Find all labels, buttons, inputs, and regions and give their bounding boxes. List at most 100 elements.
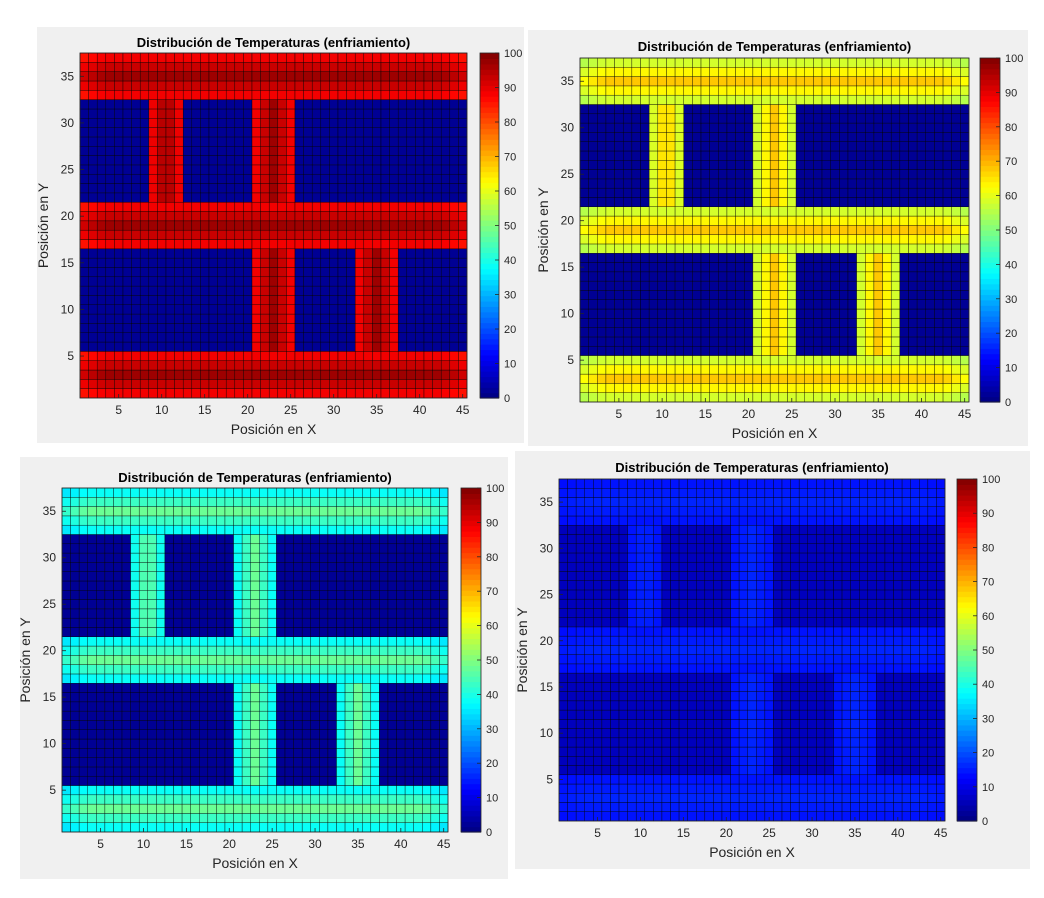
heatmap-cell: [284, 571, 294, 582]
heatmap-cell: [87, 683, 97, 693]
heatmap-cell: [908, 262, 918, 273]
heatmap-cell: [224, 580, 234, 591]
heatmap-cell: [397, 239, 408, 250]
heatmap-cell: [130, 664, 140, 675]
heatmap-cell: [744, 197, 754, 207]
heatmap-cell: [942, 327, 952, 338]
heatmap-cell: [795, 57, 805, 68]
heatmap-cell: [942, 160, 952, 170]
heatmap-cell: [397, 71, 408, 82]
heatmap-cell: [147, 590, 157, 600]
heatmap-cell: [303, 127, 313, 138]
heatmap-cell: [778, 85, 788, 96]
heatmap-cell: [301, 543, 311, 554]
heatmap-cell: [233, 543, 243, 554]
heatmap-cell: [423, 257, 433, 268]
heatmap-cell: [320, 379, 330, 389]
heatmap-cell: [165, 118, 175, 128]
heatmap-cell: [79, 295, 89, 305]
heatmap-cell: [286, 164, 296, 175]
heatmap-cell: [683, 280, 693, 291]
heatmap-cell: [353, 645, 363, 656]
heatmap-cell: [70, 692, 80, 703]
heatmap-cell: [78, 785, 88, 796]
heatmap-cell: [260, 80, 270, 91]
heatmap-cell: [157, 80, 167, 91]
heatmap-cell: [674, 169, 684, 180]
heatmap-cell: [286, 276, 296, 287]
heatmap-cell: [284, 757, 294, 768]
heatmap-cell: [190, 599, 200, 610]
heatmap-cell: [361, 748, 372, 758]
heatmap-cell: [113, 673, 123, 684]
heatmap-cell: [380, 90, 390, 100]
heatmap-cell: [96, 813, 106, 823]
heatmap-cell: [847, 122, 857, 133]
heatmap-cell: [243, 183, 253, 194]
heatmap-cell: [78, 757, 88, 768]
y-tick-label: 15: [61, 256, 75, 270]
heatmap-cell: [104, 627, 114, 637]
heatmap-cell: [440, 164, 451, 175]
heatmap-cell: [344, 608, 354, 619]
heatmap-cell: [165, 220, 175, 231]
heatmap-cell: [243, 173, 253, 184]
heatmap-cell: [804, 355, 814, 366]
heatmap-cell: [250, 627, 260, 637]
heatmap-cell: [157, 369, 167, 380]
heatmap-cell: [951, 290, 961, 300]
heatmap-cell: [173, 655, 183, 665]
heatmap-cell: [182, 99, 193, 110]
heatmap-cell: [114, 164, 124, 175]
heatmap-cell: [899, 141, 909, 152]
heatmap-cell: [640, 336, 650, 347]
heatmap-cell: [380, 201, 390, 212]
heatmap-cell: [804, 57, 814, 68]
heatmap-cell: [692, 206, 702, 217]
heatmap-cell: [839, 262, 849, 273]
heatmap-cell: [387, 692, 397, 703]
heatmap-cell: [422, 543, 432, 554]
heatmap-cell: [432, 90, 442, 100]
heatmap-cell: [674, 178, 684, 189]
heatmap-cell: [415, 332, 425, 343]
heatmap-cell: [925, 225, 935, 235]
heatmap-cell: [631, 169, 641, 180]
heatmap-cell: [243, 351, 253, 361]
heatmap-cell: [458, 127, 468, 138]
heatmap-cell: [397, 220, 408, 231]
heatmap-cell: [631, 67, 641, 77]
heatmap-cell: [925, 327, 935, 338]
heatmap-cell: [61, 803, 71, 814]
heatmap-cell: [839, 76, 849, 87]
heatmap-cell: [666, 67, 676, 77]
colorbar-tick-label: 30: [1005, 294, 1017, 306]
heatmap-cell: [157, 173, 167, 184]
heatmap-cell: [190, 813, 200, 823]
heatmap-cell: [191, 201, 201, 212]
heatmap-cell: [406, 62, 416, 72]
heatmap-cell: [614, 57, 624, 68]
heatmap-cell: [726, 271, 736, 282]
heatmap-cell: [648, 215, 659, 226]
heatmap-cell: [934, 318, 944, 328]
heatmap-cell: [293, 710, 303, 721]
heatmap-cell: [942, 104, 952, 115]
heatmap-cell: [839, 234, 849, 245]
heatmap-cell: [104, 822, 114, 833]
heatmap-cell: [890, 308, 901, 319]
heatmap-cell: [61, 720, 71, 730]
heatmap-cell: [925, 122, 935, 133]
heatmap-cell: [882, 94, 892, 105]
heatmap-cell: [778, 122, 788, 133]
heatmap-cell: [406, 192, 416, 203]
colorbar-tick-label: 10: [504, 359, 516, 371]
heatmap-cell: [942, 150, 952, 161]
heatmap-cell: [105, 248, 115, 259]
heatmap-cell: [267, 580, 277, 591]
heatmap-cell: [597, 299, 607, 310]
heatmap-cell: [311, 379, 322, 389]
heatmap-cell: [397, 229, 408, 240]
heatmap-cell: [182, 201, 193, 212]
heatmap-cell: [908, 364, 918, 375]
